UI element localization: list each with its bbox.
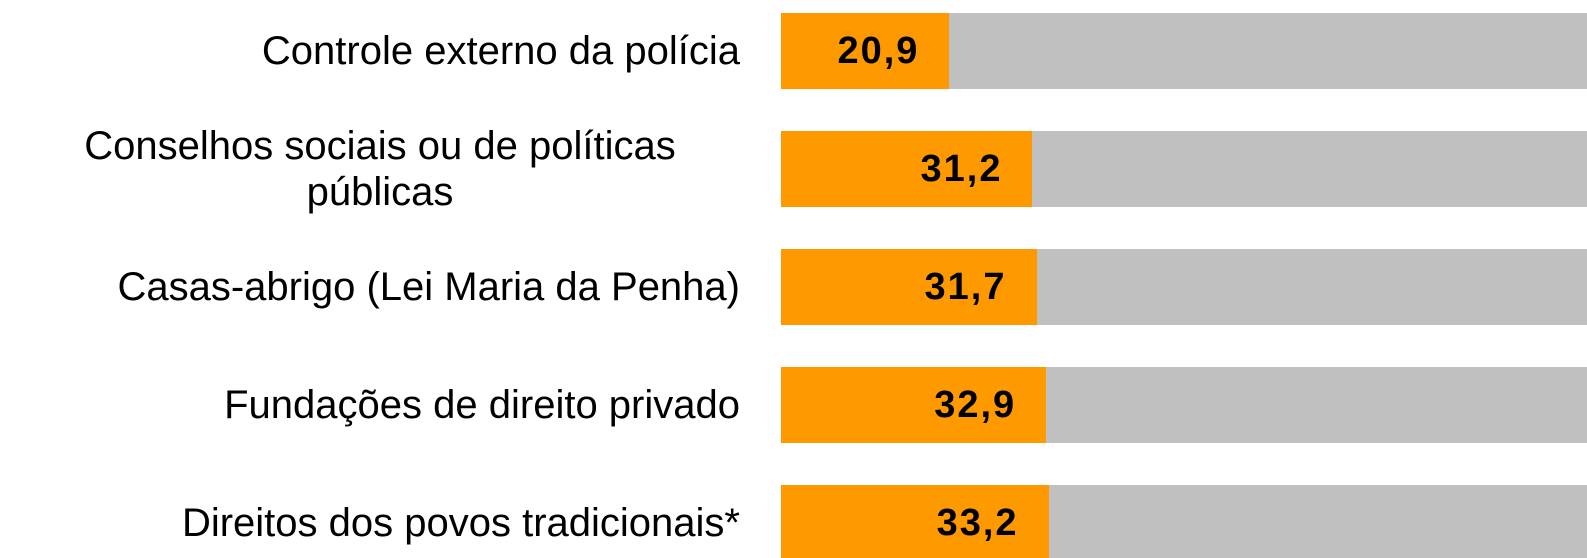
category-label: Direitos dos povos tradicionais* <box>0 465 740 558</box>
bar <box>781 249 1037 325</box>
category-text: Conselhos sociais ou de políticas públic… <box>84 124 676 214</box>
bar <box>781 13 950 89</box>
value-label: 33,2 <box>936 502 1019 544</box>
category-label: Casas-abrigo (Lei Maria da Penha) <box>0 229 740 345</box>
category-text: Fundações de direito privado <box>224 383 740 427</box>
category-label: Fundações de direito privado <box>0 347 740 463</box>
value-label: 32,9 <box>934 384 1017 426</box>
category-label: Controle externo da polícia <box>0 0 740 109</box>
category-text: Controle externo da polícia <box>261 29 740 73</box>
category-label: Conselhos sociais ou de políticas públic… <box>0 111 740 227</box>
bar <box>781 131 1033 207</box>
value-label: 20,9 <box>837 30 920 72</box>
bar <box>781 367 1047 443</box>
category-text: Casas-abrigo (Lei Maria da Penha) <box>117 265 740 309</box>
value-label: 31,7 <box>924 266 1007 308</box>
bar <box>781 485 1049 558</box>
value-label: 31,2 <box>920 148 1003 190</box>
category-text: Direitos dos povos tradicionais* <box>181 501 740 545</box>
